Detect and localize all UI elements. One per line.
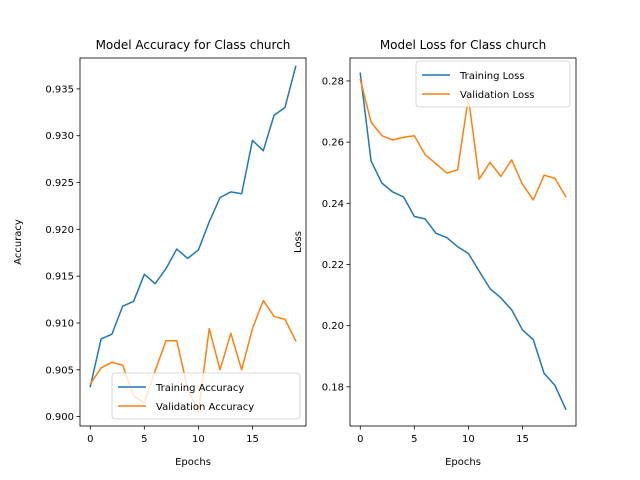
x-axis-label: Epochs	[175, 457, 211, 468]
x-tick-label: 5	[141, 434, 147, 445]
series-line-1	[359, 72, 567, 411]
chart-title: Model Loss for Class church	[380, 38, 546, 52]
x-tick-label: 10	[462, 434, 475, 445]
x-tick-label: 0	[87, 434, 93, 445]
series-line-2	[359, 78, 567, 201]
y-axis-label: Loss	[293, 231, 304, 253]
legend-box	[111, 372, 301, 420]
chart-1: Model Accuracy for Class church 0 5 10 15 0.9…	[13, 38, 307, 468]
y-tick-label: 0.930	[45, 131, 74, 142]
y-tick-label: 0.900	[45, 412, 74, 423]
legend: Training Loss Validation Loss	[415, 60, 571, 108]
y-tick-label: 0.910	[45, 318, 74, 329]
x-tick-label: 0	[357, 434, 363, 445]
chart-title: Model Accuracy for Class church	[96, 38, 291, 52]
legend-label-1: Training Accuracy	[155, 383, 244, 394]
plot-frame	[79, 57, 307, 427]
y-tick-label: 0.905	[45, 365, 74, 376]
series-line-1	[89, 65, 297, 388]
y-tick-label: 0.24	[322, 199, 344, 210]
legend-label-2: Validation Accuracy	[156, 402, 254, 413]
y-tick-label: 0.26	[322, 138, 344, 149]
x-tick-label: 15	[516, 434, 529, 445]
chart-2: Model Loss for Class church 0 5 10 15 0.18 0.2…	[293, 38, 577, 468]
x-axis-label: Epochs	[445, 457, 481, 468]
y-tick-label: 0.915	[45, 272, 74, 283]
legend-label-2: Validation Loss	[460, 90, 535, 101]
y-tick-label: 0.935	[45, 84, 74, 95]
y-tick-label: 0.22	[322, 260, 344, 271]
legend: Training Accuracy Validation Accuracy	[111, 372, 301, 420]
y-tick-label: 0.925	[45, 178, 74, 189]
y-tick-label: 0.920	[45, 225, 74, 236]
x-tick-label: 15	[246, 434, 259, 445]
y-axis-label: Accuracy	[13, 219, 24, 265]
legend-label-1: Training Loss	[459, 71, 525, 82]
x-tick-label: 10	[192, 434, 205, 445]
plot-frame	[349, 57, 577, 427]
legend-box	[415, 60, 571, 108]
x-tick-label: 5	[411, 434, 417, 445]
y-tick-label: 0.18	[322, 382, 344, 393]
y-tick-label: 0.20	[322, 321, 344, 332]
y-tick-label: 0.28	[322, 76, 344, 87]
